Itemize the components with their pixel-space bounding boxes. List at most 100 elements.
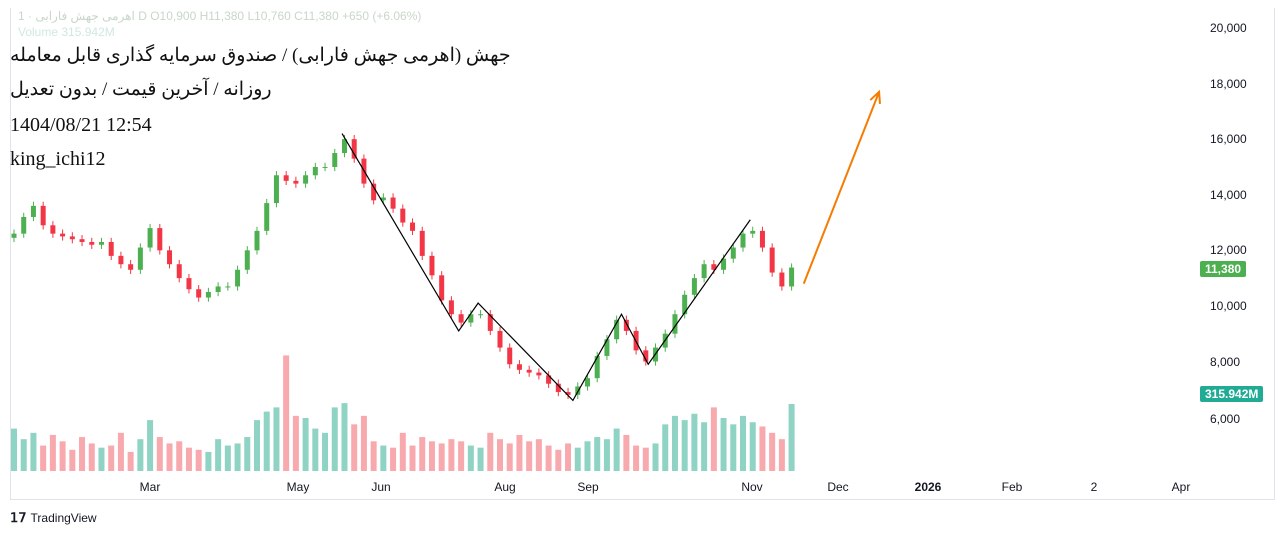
volume-bar [108,445,115,471]
volume-bar [662,424,669,471]
volume-bar [205,451,212,471]
volume-bar [20,439,27,471]
chart-datetime: 1404/08/21 12:54 [10,114,152,136]
candle-body [448,300,454,315]
y-tick: 8,000 [1210,355,1241,369]
candle-body [30,205,36,217]
legend-symbol: اهرمی جهش فارابی [35,9,135,23]
candle-body [244,250,250,270]
volume-bar [516,434,523,471]
candle-body [322,166,328,168]
candle-body [429,255,435,276]
volume-bar [458,441,465,471]
volume-bar [555,449,562,471]
volume-bar [545,445,552,471]
candle-body [691,278,697,295]
candle-body [147,228,153,248]
volume-bar [749,422,756,471]
volume-bar [370,441,377,471]
candle-body [390,197,396,209]
volume-bar [740,415,746,471]
volume-bar [322,432,329,471]
chart-title: جهش (اهرمی جهش فارابی) / صندوق سرمایه گذ… [10,45,511,66]
candle-body [439,275,445,301]
candle-body [21,216,27,234]
candle-body [565,392,571,395]
candle-body [730,247,736,259]
volume-bar [137,439,144,471]
volume-bar [273,407,280,471]
candle-body [516,364,522,370]
brand-name: TradingView [30,511,97,525]
volume-label: Volume [18,25,59,39]
volume-bar [428,441,435,471]
arrow-head-icon [869,89,881,104]
volume-bar [341,403,348,471]
candle-body [458,314,464,323]
volume-bar [399,432,406,471]
candle-body [721,258,727,270]
y-tick: 6,000 [1210,412,1241,426]
volume-bar [633,445,640,471]
volume-bar [691,413,698,471]
candle-body [186,278,192,290]
volume-bar [565,443,572,471]
volume-bar [263,411,270,471]
volume-bar [652,443,659,471]
ohlc-legend: 1 · اهرمی جهش فارابی D O10,900 H11,380 L… [18,9,422,23]
legend-timeframe: D [138,9,147,23]
volume-bar [594,437,601,471]
candle-body [205,292,211,298]
candlestick-chart[interactable] [10,8,1195,499]
candle-body [410,222,416,231]
legend-high: H11,380 [199,9,245,23]
chart-subtitle: روزانه / آخرین قیمت / بدون تعدیل [10,79,272,100]
volume-bar [623,434,630,471]
x-tick: Feb [1001,480,1023,494]
volume-bar [88,443,95,471]
x-tick: Mar [139,480,161,494]
volume-bar [331,407,338,471]
volume-bar [506,443,513,471]
chart-author: king_ichi12 [10,148,106,170]
candle-body [69,236,75,240]
x-tick: May [286,480,310,494]
candle-body [50,225,56,234]
volume-bar [390,447,397,471]
candle-body [225,286,231,288]
y-tick: 18,000 [1210,77,1247,91]
candle-body [312,166,318,176]
y-tick: 10,000 [1210,299,1247,313]
volume-bar [526,441,533,471]
candle-body [108,241,114,256]
candle-body [672,314,678,334]
candle-body [604,339,610,356]
legend-low: L10,760 [247,9,291,23]
candle-body [79,239,85,242]
candle-body [487,314,493,331]
x-tick: Nov [741,480,763,494]
candle-body [711,264,717,270]
candle-body [507,347,513,365]
candle-body [380,197,386,201]
x-tick: Aug [494,480,516,494]
candle-body [555,383,561,393]
volume-bar [409,445,416,471]
candle-body [60,233,66,237]
volume-bar [467,445,474,471]
volume-bar [292,415,299,471]
volume-bar [40,445,47,471]
volume-bar [788,404,795,471]
volume-bar [720,417,727,471]
candle-body [235,269,241,287]
tradingview-logo[interactable]: 𝟣𝟩 TradingView [10,510,97,526]
y-tick: 14,000 [1210,188,1247,202]
candle-body [594,355,600,379]
y-tick: 12,000 [1210,243,1247,257]
candle-body [779,272,785,287]
volume-bar [59,441,66,471]
x-tick: Jun [371,480,391,494]
volume-bar [30,432,37,471]
chart-pane[interactable] [10,8,1195,499]
candle-body [215,286,221,293]
